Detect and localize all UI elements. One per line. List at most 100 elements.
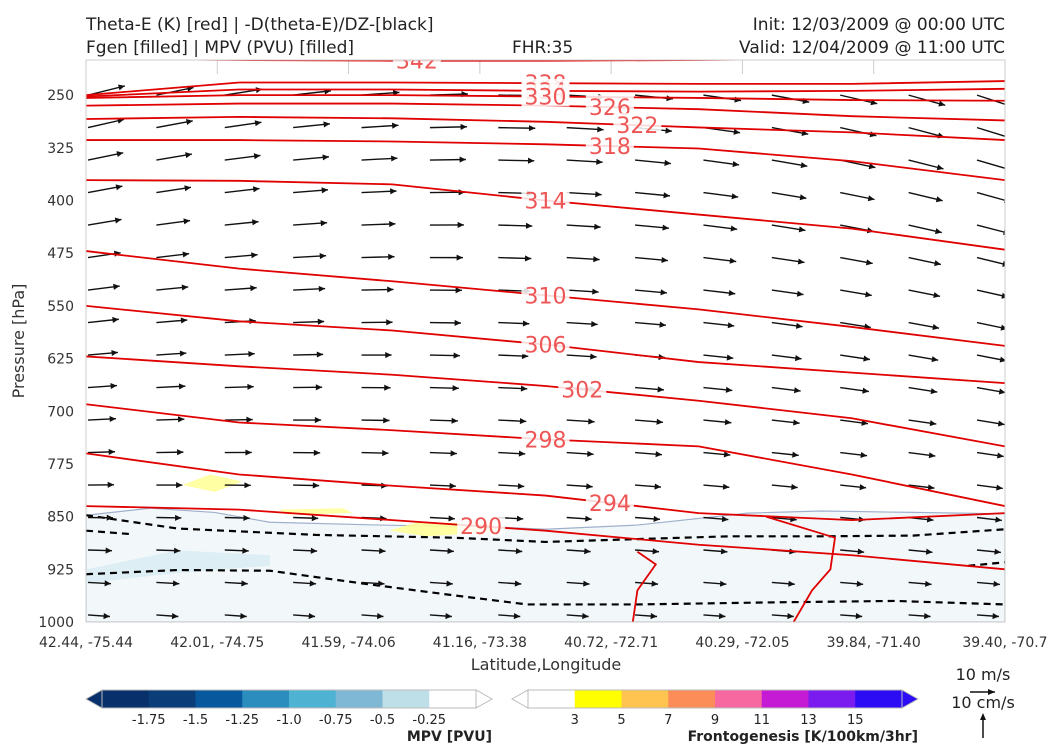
colorbar-tick-label: 13	[800, 713, 817, 728]
wind-vector-head	[582, 613, 589, 620]
wind-vector-head	[391, 122, 399, 129]
theta-e-line	[631, 551, 658, 622]
wind-vector-head	[927, 484, 935, 491]
wind-vector-head	[721, 516, 729, 523]
contour-label: 294	[589, 492, 631, 517]
wind-vector-head	[177, 449, 184, 456]
wind-vector-head	[118, 84, 125, 91]
theta-e-line	[141, 60, 797, 62]
colorbar-tick-label: 11	[753, 713, 770, 728]
wind-vector-head	[595, 191, 602, 198]
wind-vector-head	[725, 386, 733, 393]
colorbar-extend-low	[84, 689, 103, 709]
wind-vector-head	[316, 351, 324, 358]
wind-vector-head	[665, 127, 672, 134]
wind-vector-head	[386, 319, 393, 326]
wind-vector-head	[387, 286, 394, 293]
wind-vector-head	[105, 547, 112, 554]
wind-vector-head	[597, 126, 604, 133]
colorbar-segment	[195, 690, 243, 708]
x-tick-label: 41.16, -73.38	[433, 635, 527, 651]
init-time: Init: 12/03/2009 @ 00:00 UTC	[752, 15, 1005, 35]
y-tick-label: 250	[47, 88, 74, 104]
wind-vector-head	[650, 613, 658, 620]
wind-vector-head	[183, 218, 191, 225]
y-axis-title: Pressure [hPa]	[9, 284, 28, 399]
wind-vector-head	[515, 548, 523, 555]
colorbar-tick-label: -0.25	[412, 713, 446, 728]
colorbar-tick-label: 15	[847, 713, 864, 728]
wind-vector-head	[112, 316, 119, 323]
colorbar-segment	[148, 690, 196, 708]
wind-vector-head	[928, 452, 936, 459]
wind-vector-head	[113, 283, 120, 290]
wind-vector-head	[310, 547, 318, 554]
wind-vector-head	[662, 224, 669, 231]
colorbar-segment	[761, 690, 809, 708]
colorbar-segment	[382, 690, 430, 708]
wind-vector-head	[1002, 260, 1005, 267]
wind-vector-head	[795, 322, 803, 329]
x-tick-label: 39.40, -70.7	[962, 635, 1047, 651]
y-axis: 250 325 400 475 550 625 700 775 850 925 1000	[38, 88, 74, 631]
wind-vector-head	[796, 290, 804, 297]
wind-vector-head	[594, 223, 601, 230]
wind-vector-head	[997, 452, 1004, 459]
wind-vector-head	[315, 384, 323, 391]
forecast-hour: FHR:35	[512, 38, 574, 58]
wind-vector-head	[729, 257, 737, 264]
wind-vector-head	[792, 451, 799, 458]
wind-vector-head	[656, 418, 663, 425]
theta-e-line	[765, 515, 836, 622]
wind-vector-head	[445, 613, 452, 620]
valid-time: Valid: 12/04/2009 @ 11:00 UTC	[739, 38, 1005, 58]
wind-vector-head	[924, 613, 931, 620]
contour-label: 298	[525, 428, 567, 453]
wind-vector-head	[933, 292, 941, 299]
wind-vector-head	[516, 515, 524, 522]
wind-vector-head	[248, 350, 255, 358]
wind-vector-head	[103, 613, 110, 620]
x-tick-label: 41.59, -74.06	[302, 635, 396, 651]
contour-label-bg	[521, 188, 570, 211]
wind-vector-head	[456, 254, 463, 261]
reference-w-vector-head	[980, 713, 986, 720]
wind-vector-head	[997, 420, 1005, 427]
wind-vector-head	[178, 383, 186, 390]
wind-vector-head	[182, 251, 190, 258]
dashed-contour	[86, 514, 1005, 544]
colorbar-segment	[668, 690, 716, 708]
title-line-2: Fgen [filled] | MPV (PVU) [filled]	[86, 38, 355, 58]
wind-vector-head	[246, 416, 253, 423]
wind-vector-head	[104, 580, 111, 587]
wind-vector-head	[931, 356, 939, 363]
contour-label-bg	[392, 60, 441, 71]
wind-vector-head	[252, 219, 259, 226]
wind-vector-head	[320, 220, 328, 227]
colorbar-segment	[855, 690, 903, 708]
wind-vector-head	[999, 356, 1005, 363]
x-axis-title: Latitude,Longitude	[471, 655, 622, 674]
wind-vector-head	[992, 613, 999, 620]
dashed-contour	[86, 568, 1005, 606]
theta-e-line	[86, 505, 1005, 571]
wind-vector-head	[457, 221, 464, 229]
wind-vector-head	[936, 164, 944, 171]
wind-vector-head	[660, 289, 667, 296]
wind-vector-head	[322, 154, 330, 161]
colorbar-segment	[528, 690, 576, 708]
wind-vector-head	[451, 417, 458, 424]
y-tick-label: 1000	[38, 615, 74, 631]
contour-label: 342	[396, 50, 438, 75]
contour-label: 318	[589, 135, 631, 160]
wind-vector-head	[727, 322, 735, 329]
wind-vector-head	[590, 353, 597, 360]
wind-vector-head	[110, 382, 117, 390]
dtheta-dz-contours	[86, 514, 1005, 606]
colorbar-segment	[621, 690, 669, 708]
y-tick-label: 775	[47, 457, 74, 473]
wind-vector-head	[108, 448, 115, 455]
wind-vector	[976, 126, 1005, 137]
x-axis: 42.44, -75.44 42.01, -74.75 41.59, -74.06 4…	[39, 635, 1048, 651]
